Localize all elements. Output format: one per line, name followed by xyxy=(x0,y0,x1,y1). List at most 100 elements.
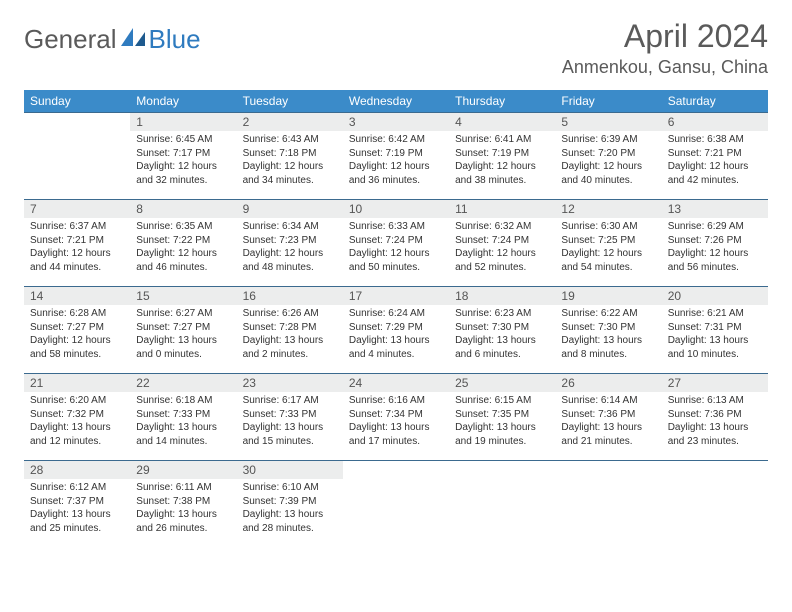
calendar-day-cell: 23Sunrise: 6:17 AMSunset: 7:33 PMDayligh… xyxy=(237,374,343,461)
calendar-table: Sunday Monday Tuesday Wednesday Thursday… xyxy=(24,90,768,548)
day-data: Sunrise: 6:45 AMSunset: 7:17 PMDaylight:… xyxy=(130,131,236,191)
daylight-text-2: and 2 minutes. xyxy=(243,348,339,362)
daylight-text-1: Daylight: 12 hours xyxy=(136,160,232,174)
weekday-header: Sunday xyxy=(24,90,130,113)
day-data: Sunrise: 6:24 AMSunset: 7:29 PMDaylight:… xyxy=(343,305,449,365)
sunrise-text: Sunrise: 6:32 AM xyxy=(455,220,551,234)
calendar-week-row: 14Sunrise: 6:28 AMSunset: 7:27 PMDayligh… xyxy=(24,287,768,374)
sunrise-text: Sunrise: 6:39 AM xyxy=(561,133,657,147)
weekday-header: Friday xyxy=(555,90,661,113)
weekday-header: Saturday xyxy=(662,90,768,113)
sunrise-text: Sunrise: 6:35 AM xyxy=(136,220,232,234)
day-number: 8 xyxy=(130,200,236,218)
sunset-text: Sunset: 7:22 PM xyxy=(136,234,232,248)
sunrise-text: Sunrise: 6:10 AM xyxy=(243,481,339,495)
sunset-text: Sunset: 7:21 PM xyxy=(668,147,764,161)
sunset-text: Sunset: 7:37 PM xyxy=(30,495,126,509)
calendar-day-cell: 30Sunrise: 6:10 AMSunset: 7:39 PMDayligh… xyxy=(237,461,343,548)
calendar-day-cell: 3Sunrise: 6:42 AMSunset: 7:19 PMDaylight… xyxy=(343,113,449,200)
daylight-text-2: and 56 minutes. xyxy=(668,261,764,275)
daylight-text-1: Daylight: 13 hours xyxy=(349,421,445,435)
calendar-day-cell: 21Sunrise: 6:20 AMSunset: 7:32 PMDayligh… xyxy=(24,374,130,461)
day-number: 4 xyxy=(449,113,555,131)
daylight-text-1: Daylight: 13 hours xyxy=(668,421,764,435)
sunrise-text: Sunrise: 6:14 AM xyxy=(561,394,657,408)
sunset-text: Sunset: 7:25 PM xyxy=(561,234,657,248)
calendar-day-cell: 11Sunrise: 6:32 AMSunset: 7:24 PMDayligh… xyxy=(449,200,555,287)
sunset-text: Sunset: 7:29 PM xyxy=(349,321,445,335)
sunset-text: Sunset: 7:31 PM xyxy=(668,321,764,335)
day-number: 1 xyxy=(130,113,236,131)
daylight-text-1: Daylight: 13 hours xyxy=(243,421,339,435)
day-data: Sunrise: 6:43 AMSunset: 7:18 PMDaylight:… xyxy=(237,131,343,191)
daylight-text-1: Daylight: 12 hours xyxy=(455,160,551,174)
sunset-text: Sunset: 7:33 PM xyxy=(136,408,232,422)
day-number: 26 xyxy=(555,374,661,392)
sunset-text: Sunset: 7:39 PM xyxy=(243,495,339,509)
day-number xyxy=(555,461,661,465)
day-data: Sunrise: 6:33 AMSunset: 7:24 PMDaylight:… xyxy=(343,218,449,278)
daylight-text-1: Daylight: 13 hours xyxy=(136,334,232,348)
day-data: Sunrise: 6:39 AMSunset: 7:20 PMDaylight:… xyxy=(555,131,661,191)
day-number: 16 xyxy=(237,287,343,305)
sunrise-text: Sunrise: 6:20 AM xyxy=(30,394,126,408)
calendar-week-row: 21Sunrise: 6:20 AMSunset: 7:32 PMDayligh… xyxy=(24,374,768,461)
daylight-text-2: and 17 minutes. xyxy=(349,435,445,449)
sunset-text: Sunset: 7:23 PM xyxy=(243,234,339,248)
calendar-week-row: 28Sunrise: 6:12 AMSunset: 7:37 PMDayligh… xyxy=(24,461,768,548)
daylight-text-2: and 40 minutes. xyxy=(561,174,657,188)
day-number: 25 xyxy=(449,374,555,392)
calendar-day-cell: 9Sunrise: 6:34 AMSunset: 7:23 PMDaylight… xyxy=(237,200,343,287)
daylight-text-2: and 46 minutes. xyxy=(136,261,232,275)
sunrise-text: Sunrise: 6:11 AM xyxy=(136,481,232,495)
day-number: 14 xyxy=(24,287,130,305)
daylight-text-1: Daylight: 12 hours xyxy=(349,247,445,261)
sunset-text: Sunset: 7:30 PM xyxy=(561,321,657,335)
calendar-day-cell: 25Sunrise: 6:15 AMSunset: 7:35 PMDayligh… xyxy=(449,374,555,461)
sunrise-text: Sunrise: 6:43 AM xyxy=(243,133,339,147)
daylight-text-1: Daylight: 13 hours xyxy=(243,334,339,348)
location-label: Anmenkou, Gansu, China xyxy=(562,57,768,78)
sunset-text: Sunset: 7:33 PM xyxy=(243,408,339,422)
daylight-text-2: and 50 minutes. xyxy=(349,261,445,275)
calendar-day-cell: 15Sunrise: 6:27 AMSunset: 7:27 PMDayligh… xyxy=(130,287,236,374)
sunset-text: Sunset: 7:32 PM xyxy=(30,408,126,422)
brand-logo: General Blue xyxy=(24,18,201,55)
sunrise-text: Sunrise: 6:28 AM xyxy=(30,307,126,321)
daylight-text-1: Daylight: 13 hours xyxy=(455,421,551,435)
calendar-day-cell: 16Sunrise: 6:26 AMSunset: 7:28 PMDayligh… xyxy=(237,287,343,374)
calendar-day-cell: 19Sunrise: 6:22 AMSunset: 7:30 PMDayligh… xyxy=(555,287,661,374)
daylight-text-2: and 54 minutes. xyxy=(561,261,657,275)
day-data: Sunrise: 6:20 AMSunset: 7:32 PMDaylight:… xyxy=(24,392,130,452)
calendar-day-cell: 20Sunrise: 6:21 AMSunset: 7:31 PMDayligh… xyxy=(662,287,768,374)
sunrise-text: Sunrise: 6:41 AM xyxy=(455,133,551,147)
daylight-text-2: and 58 minutes. xyxy=(30,348,126,362)
day-data: Sunrise: 6:22 AMSunset: 7:30 PMDaylight:… xyxy=(555,305,661,365)
calendar-day-cell: 5Sunrise: 6:39 AMSunset: 7:20 PMDaylight… xyxy=(555,113,661,200)
day-data: Sunrise: 6:27 AMSunset: 7:27 PMDaylight:… xyxy=(130,305,236,365)
daylight-text-1: Daylight: 12 hours xyxy=(243,160,339,174)
sunrise-text: Sunrise: 6:13 AM xyxy=(668,394,764,408)
daylight-text-2: and 32 minutes. xyxy=(136,174,232,188)
daylight-text-2: and 36 minutes. xyxy=(349,174,445,188)
daylight-text-2: and 23 minutes. xyxy=(668,435,764,449)
calendar-day-cell: 14Sunrise: 6:28 AMSunset: 7:27 PMDayligh… xyxy=(24,287,130,374)
day-number: 18 xyxy=(449,287,555,305)
daylight-text-1: Daylight: 12 hours xyxy=(136,247,232,261)
day-data: Sunrise: 6:13 AMSunset: 7:36 PMDaylight:… xyxy=(662,392,768,452)
sunrise-text: Sunrise: 6:24 AM xyxy=(349,307,445,321)
daylight-text-1: Daylight: 12 hours xyxy=(455,247,551,261)
sunset-text: Sunset: 7:26 PM xyxy=(668,234,764,248)
day-number: 7 xyxy=(24,200,130,218)
sunrise-text: Sunrise: 6:21 AM xyxy=(668,307,764,321)
calendar-day-cell: 26Sunrise: 6:14 AMSunset: 7:36 PMDayligh… xyxy=(555,374,661,461)
sunset-text: Sunset: 7:36 PM xyxy=(668,408,764,422)
daylight-text-1: Daylight: 13 hours xyxy=(455,334,551,348)
daylight-text-2: and 0 minutes. xyxy=(136,348,232,362)
day-number: 24 xyxy=(343,374,449,392)
weekday-header: Monday xyxy=(130,90,236,113)
sunset-text: Sunset: 7:18 PM xyxy=(243,147,339,161)
daylight-text-2: and 4 minutes. xyxy=(349,348,445,362)
sunrise-text: Sunrise: 6:18 AM xyxy=(136,394,232,408)
calendar-day-cell: 12Sunrise: 6:30 AMSunset: 7:25 PMDayligh… xyxy=(555,200,661,287)
